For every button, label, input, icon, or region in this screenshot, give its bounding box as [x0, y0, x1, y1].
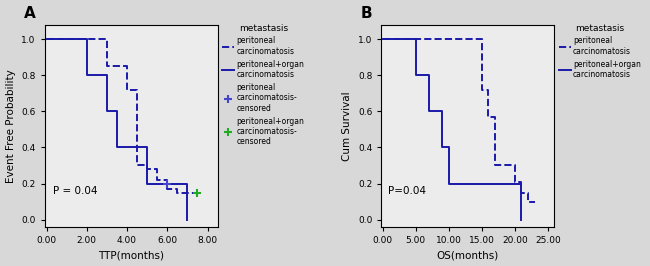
X-axis label: TTP(months): TTP(months) — [98, 251, 164, 260]
Legend: peritoneal
carcinomatosis, peritoneal+organ
carcinomatosis: peritoneal carcinomatosis, peritoneal+or… — [556, 20, 644, 82]
Text: P=0.04: P=0.04 — [388, 186, 426, 196]
Y-axis label: Event Free Probability: Event Free Probability — [6, 69, 16, 183]
Text: A: A — [24, 6, 36, 20]
Y-axis label: Cum Survival: Cum Survival — [343, 91, 352, 161]
X-axis label: OS(months): OS(months) — [437, 251, 499, 260]
Text: P = 0.04: P = 0.04 — [53, 186, 98, 196]
Legend: peritoneal
carcinomatosis, peritoneal+organ
carcinomatosis, peritoneal
carcinoma: peritoneal carcinomatosis, peritoneal+or… — [219, 20, 307, 149]
Text: B: B — [361, 6, 372, 20]
